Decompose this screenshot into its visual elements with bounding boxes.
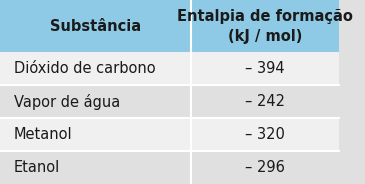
Bar — [0, 118, 339, 151]
Text: – 296: – 296 — [245, 160, 285, 175]
Text: Vapor de água: Vapor de água — [14, 94, 120, 110]
Text: – 394: – 394 — [245, 61, 285, 76]
Text: Dióxido de carbono: Dióxido de carbono — [14, 61, 155, 76]
Text: Substância: Substância — [50, 19, 141, 34]
Text: Etanol: Etanol — [14, 160, 60, 175]
Text: – 242: – 242 — [245, 94, 285, 109]
Bar — [0, 85, 339, 118]
Bar — [0, 52, 339, 85]
Bar — [0, 151, 339, 184]
Text: Entalpia de formação
(kJ / mol): Entalpia de formação (kJ / mol) — [177, 9, 353, 44]
Text: Metanol: Metanol — [14, 127, 72, 142]
Text: – 320: – 320 — [245, 127, 285, 142]
Bar — [0, 0, 339, 52]
